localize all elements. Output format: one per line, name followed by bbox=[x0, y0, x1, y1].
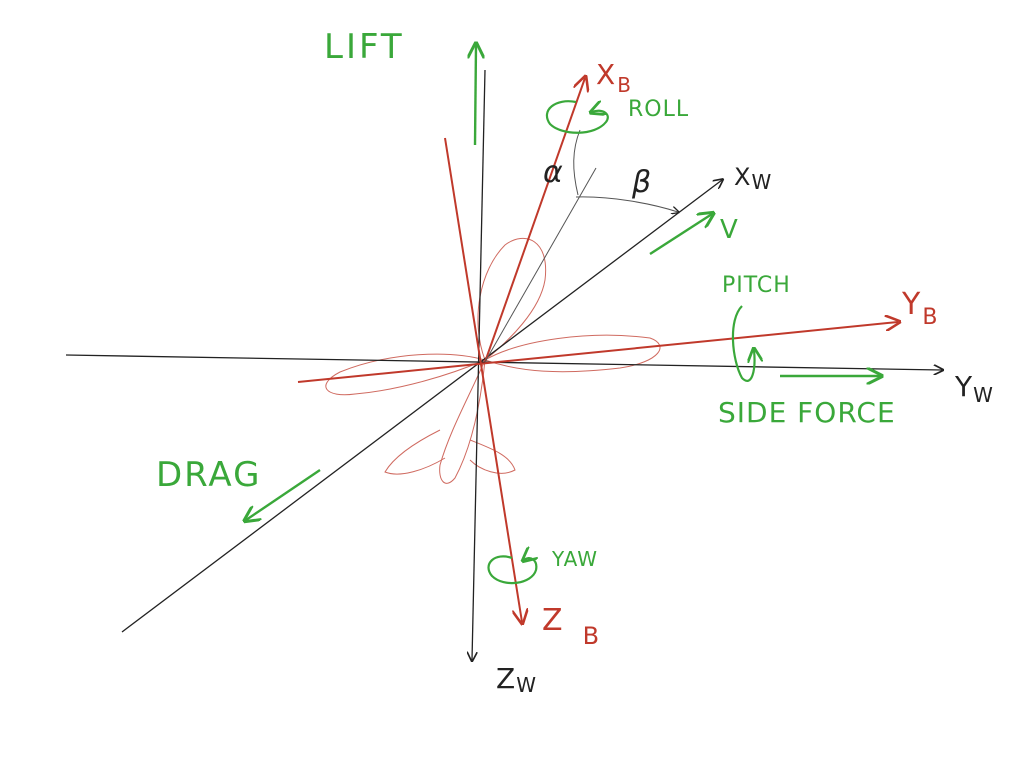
yb-axis bbox=[297, 322, 898, 383]
zb-axis bbox=[444, 137, 522, 622]
roll-rotation-arrow bbox=[545, 100, 609, 134]
yw-subscript: W bbox=[973, 383, 993, 407]
zw-axis bbox=[472, 69, 486, 660]
zw-subscript: W bbox=[516, 673, 536, 697]
xb-axis bbox=[484, 78, 585, 363]
xb-letter: X bbox=[596, 58, 615, 91]
alpha-label: α bbox=[543, 155, 563, 190]
velocity-projection-line bbox=[484, 167, 597, 363]
force-arrows bbox=[246, 45, 880, 520]
lift-arrow bbox=[475, 45, 476, 146]
lift-label: LIFT bbox=[324, 27, 405, 67]
yw-axis bbox=[65, 354, 942, 370]
drag-label: DRAG bbox=[156, 455, 261, 495]
beta-arc bbox=[575, 196, 678, 212]
wind-axes bbox=[65, 69, 942, 660]
xw-letter: X bbox=[734, 163, 750, 191]
xb-subscript: B bbox=[617, 73, 631, 97]
side-force-label: SIDE FORCE bbox=[718, 396, 896, 429]
zw-label: ZW bbox=[496, 662, 536, 697]
velocity-arrow bbox=[649, 214, 712, 256]
yb-label: YB bbox=[901, 287, 937, 330]
pitch-label: PITCH bbox=[722, 273, 791, 298]
zb-subscript: B bbox=[583, 622, 599, 650]
yaw-rotation-arrow bbox=[487, 556, 537, 585]
drag-arrow bbox=[246, 469, 321, 520]
zb-letter: Z bbox=[542, 603, 563, 638]
yb-letter: Y bbox=[901, 287, 921, 322]
xw-label: XW bbox=[734, 163, 771, 194]
pitch-rotation-arrow bbox=[731, 305, 755, 382]
xw-axis bbox=[121, 180, 722, 633]
angle-marks bbox=[484, 129, 678, 363]
beta-label: β bbox=[631, 165, 651, 200]
rotation-loops bbox=[487, 100, 755, 585]
v-label: V bbox=[720, 215, 738, 245]
alpha-arc bbox=[573, 129, 581, 196]
yw-letter: Y bbox=[954, 370, 973, 403]
aircraft-outline bbox=[325, 237, 661, 484]
roll-label: ROLL bbox=[628, 97, 689, 122]
yaw-label: YAW bbox=[551, 547, 598, 571]
yb-subscript: B bbox=[922, 305, 937, 330]
zw-letter: Z bbox=[496, 662, 515, 695]
xw-subscript: W bbox=[751, 170, 771, 194]
body-axes bbox=[297, 78, 898, 622]
yw-label: YW bbox=[954, 370, 993, 407]
